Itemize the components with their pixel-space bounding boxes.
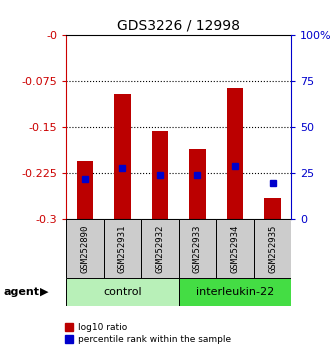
Bar <box>152 131 168 219</box>
FancyBboxPatch shape <box>179 219 216 278</box>
FancyBboxPatch shape <box>179 278 291 306</box>
Bar <box>114 94 131 219</box>
FancyBboxPatch shape <box>104 219 141 278</box>
Legend: log10 ratio, percentile rank within the sample: log10 ratio, percentile rank within the … <box>64 323 231 344</box>
Bar <box>264 198 281 219</box>
Text: GSM252935: GSM252935 <box>268 224 277 273</box>
FancyBboxPatch shape <box>66 278 179 306</box>
Text: GSM252931: GSM252931 <box>118 224 127 273</box>
Text: GSM252933: GSM252933 <box>193 224 202 273</box>
Text: ▶: ▶ <box>40 287 49 297</box>
Text: GSM252890: GSM252890 <box>80 224 89 273</box>
Text: agent: agent <box>3 287 39 297</box>
FancyBboxPatch shape <box>141 219 179 278</box>
Bar <box>189 149 206 219</box>
Bar <box>76 161 93 219</box>
Text: GSM252934: GSM252934 <box>230 224 240 273</box>
Text: GSM252932: GSM252932 <box>156 224 165 273</box>
Text: control: control <box>103 287 142 297</box>
Text: interleukin-22: interleukin-22 <box>196 287 274 297</box>
FancyBboxPatch shape <box>254 219 291 278</box>
FancyBboxPatch shape <box>216 219 254 278</box>
Bar <box>226 87 244 219</box>
FancyBboxPatch shape <box>66 219 104 278</box>
Title: GDS3226 / 12998: GDS3226 / 12998 <box>117 19 240 33</box>
